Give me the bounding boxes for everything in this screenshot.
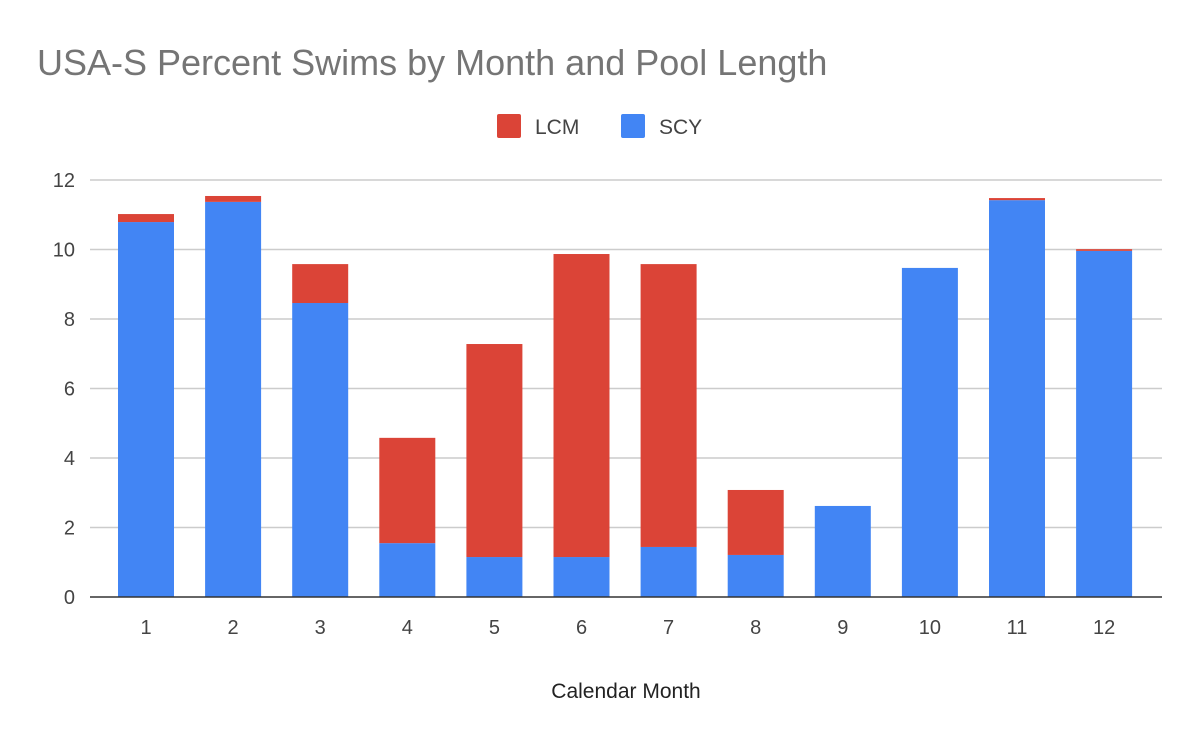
bar-lcm-4 [379,437,436,544]
bar-lcm-7 [640,264,697,547]
y-tick-label: 8 [64,309,75,331]
x-axis-label: Calendar Month [551,680,700,703]
bar-scy-9 [814,505,871,597]
x-tick-label: 12 [1093,617,1115,639]
bar-scy-5 [466,557,523,597]
bar-scy-8 [727,554,784,597]
y-axis-ticks: 0 2 4 6 8 10 12 [53,170,75,609]
bar-scy-11 [989,200,1045,597]
x-tick-label: 3 [315,617,326,639]
y-tick-label: 6 [64,379,75,401]
bar-scy-10 [901,267,958,597]
chart-title: USA-S Percent Swims by Month and Pool Le… [37,42,827,83]
bar-lcm-5 [466,344,523,558]
legend-label-lcm: LCM [535,116,579,139]
bar-scy-12 [1076,250,1133,597]
x-axis-ticks: 1 2 3 4 5 6 7 8 9 10 11 12 [140,617,1115,639]
x-tick-label: 6 [576,617,587,639]
y-tick-label: 12 [53,170,75,192]
x-tick-label: 7 [663,617,674,639]
x-tick-label: 4 [402,617,413,639]
bar-scy-1 [118,222,174,598]
x-tick-label: 11 [1007,617,1028,639]
bar-scy-2 [205,201,262,597]
bars [118,195,1133,598]
y-tick-label: 4 [64,448,75,470]
y-tick-label: 2 [64,518,75,540]
x-tick-label: 8 [750,617,761,639]
x-tick-label: 2 [228,617,239,639]
bar-lcm-6 [553,254,610,558]
bar-lcm-8 [727,489,784,555]
bar-scy-3 [292,303,349,597]
bar-scy-6 [553,557,610,597]
x-tick-label: 5 [489,617,500,639]
legend-swatch-scy [621,114,645,138]
x-tick-label: 9 [837,617,848,639]
x-tick-label: 1 [140,617,151,639]
y-tick-label: 0 [64,587,75,609]
legend: LCM SCY [497,114,702,139]
bar-lcm-2 [205,195,262,202]
bar-lcm-11 [989,198,1045,201]
y-tick-label: 10 [53,240,75,262]
legend-swatch-lcm [497,114,521,138]
x-tick-label: 10 [919,617,941,639]
bar-lcm-3 [292,264,349,304]
legend-label-scy: SCY [659,116,702,139]
gridlines [90,179,1162,529]
bar-scy-4 [379,543,436,597]
bar-scy-7 [640,546,697,597]
bar-lcm-12 [1076,249,1133,251]
bar-lcm-1 [118,214,174,223]
